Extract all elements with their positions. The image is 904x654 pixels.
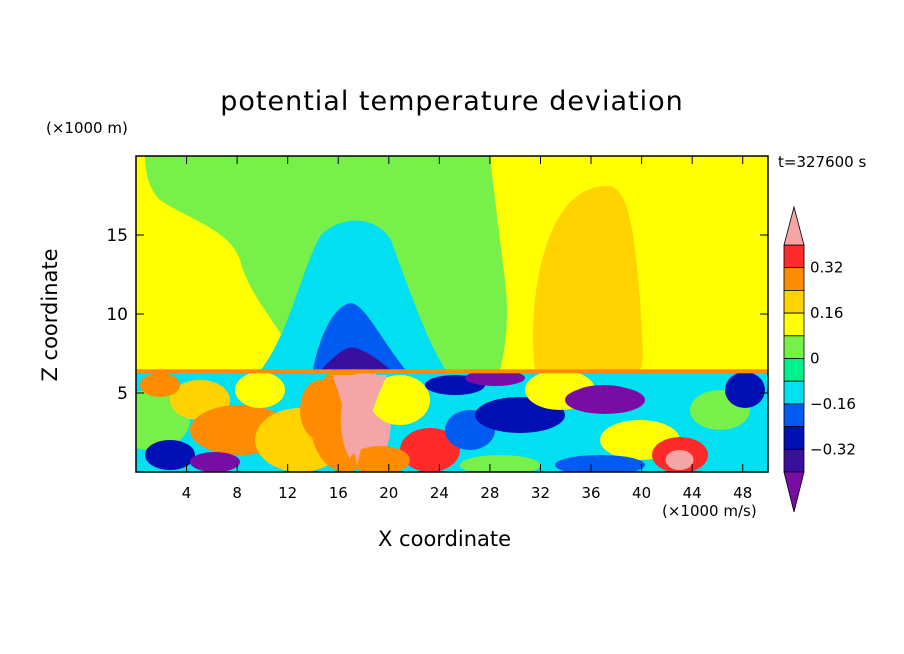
boundary-layer	[136, 370, 768, 472]
x-tick-label: 20	[379, 484, 398, 502]
x-axis-unit: (×1000 m/s)	[662, 502, 757, 520]
contour-blob	[145, 440, 195, 470]
contour-blob	[460, 455, 540, 472]
contour-blob	[725, 372, 765, 408]
y-axis-unit: (×1000 m)	[46, 119, 128, 137]
contour-blob	[400, 428, 460, 472]
contour-blob	[235, 372, 285, 408]
chart-title: potential temperature deviation	[220, 86, 684, 117]
x-tick-label: 4	[182, 484, 192, 502]
contour-blob	[190, 452, 240, 472]
x-tick-label: 32	[531, 484, 550, 502]
colorbar-box	[783, 358, 805, 382]
y-tick-label: 15	[106, 226, 128, 246]
colorbar-box	[783, 267, 805, 291]
colorbar-extend-bottom	[783, 471, 805, 513]
y-tick-label: 5	[117, 384, 128, 404]
colorbar-box	[783, 380, 805, 405]
x-tick-label: 28	[480, 484, 499, 502]
contour-blob	[140, 373, 180, 397]
contour-blob	[555, 455, 645, 472]
boundary-layer-top	[136, 369, 768, 374]
colorbar-box	[783, 289, 805, 314]
contour-blob	[465, 370, 525, 386]
left-warm-plume	[136, 156, 300, 370]
colorbar-box	[783, 448, 805, 473]
time-label: t=327600 s	[778, 153, 867, 171]
x-tick-label: 48	[733, 484, 752, 502]
colorbar-extend-top	[783, 205, 805, 246]
central-cold-column	[260, 220, 446, 370]
colorbar-box	[783, 244, 805, 269]
colorbar-tick-label: 0.16	[810, 304, 843, 322]
colorbar-box	[783, 312, 805, 337]
contour-blob	[350, 446, 410, 472]
colorbar-box	[783, 403, 805, 427]
central-warm-lobe	[332, 375, 388, 465]
x-tick-label: 40	[632, 484, 651, 502]
x-tick-label: 44	[683, 484, 702, 502]
contour-blob	[665, 450, 694, 470]
colorbar-box	[783, 426, 805, 450]
x-tick-label: 36	[581, 484, 600, 502]
central-cold-core	[312, 303, 406, 370]
colorbar-tick-label: 0.32	[810, 259, 843, 277]
x-tick-label: 8	[232, 484, 242, 502]
colorbar-tick-label: 0	[810, 350, 820, 368]
central-cold-innercore	[320, 347, 391, 370]
colorbar-tick-label: −0.16	[810, 395, 856, 413]
contour-blob	[573, 385, 634, 405]
colorbar-box	[783, 335, 805, 359]
x-tick-label: 12	[278, 484, 297, 502]
y-tick-label: 10	[106, 305, 128, 325]
x-axis-label: X coordinate	[378, 527, 512, 551]
x-tick-label: 16	[329, 484, 348, 502]
contour-blob	[370, 375, 430, 425]
x-tick-label: 24	[430, 484, 449, 502]
right-warm-column	[533, 185, 643, 370]
colorbar-tick-label: −0.32	[810, 440, 856, 458]
